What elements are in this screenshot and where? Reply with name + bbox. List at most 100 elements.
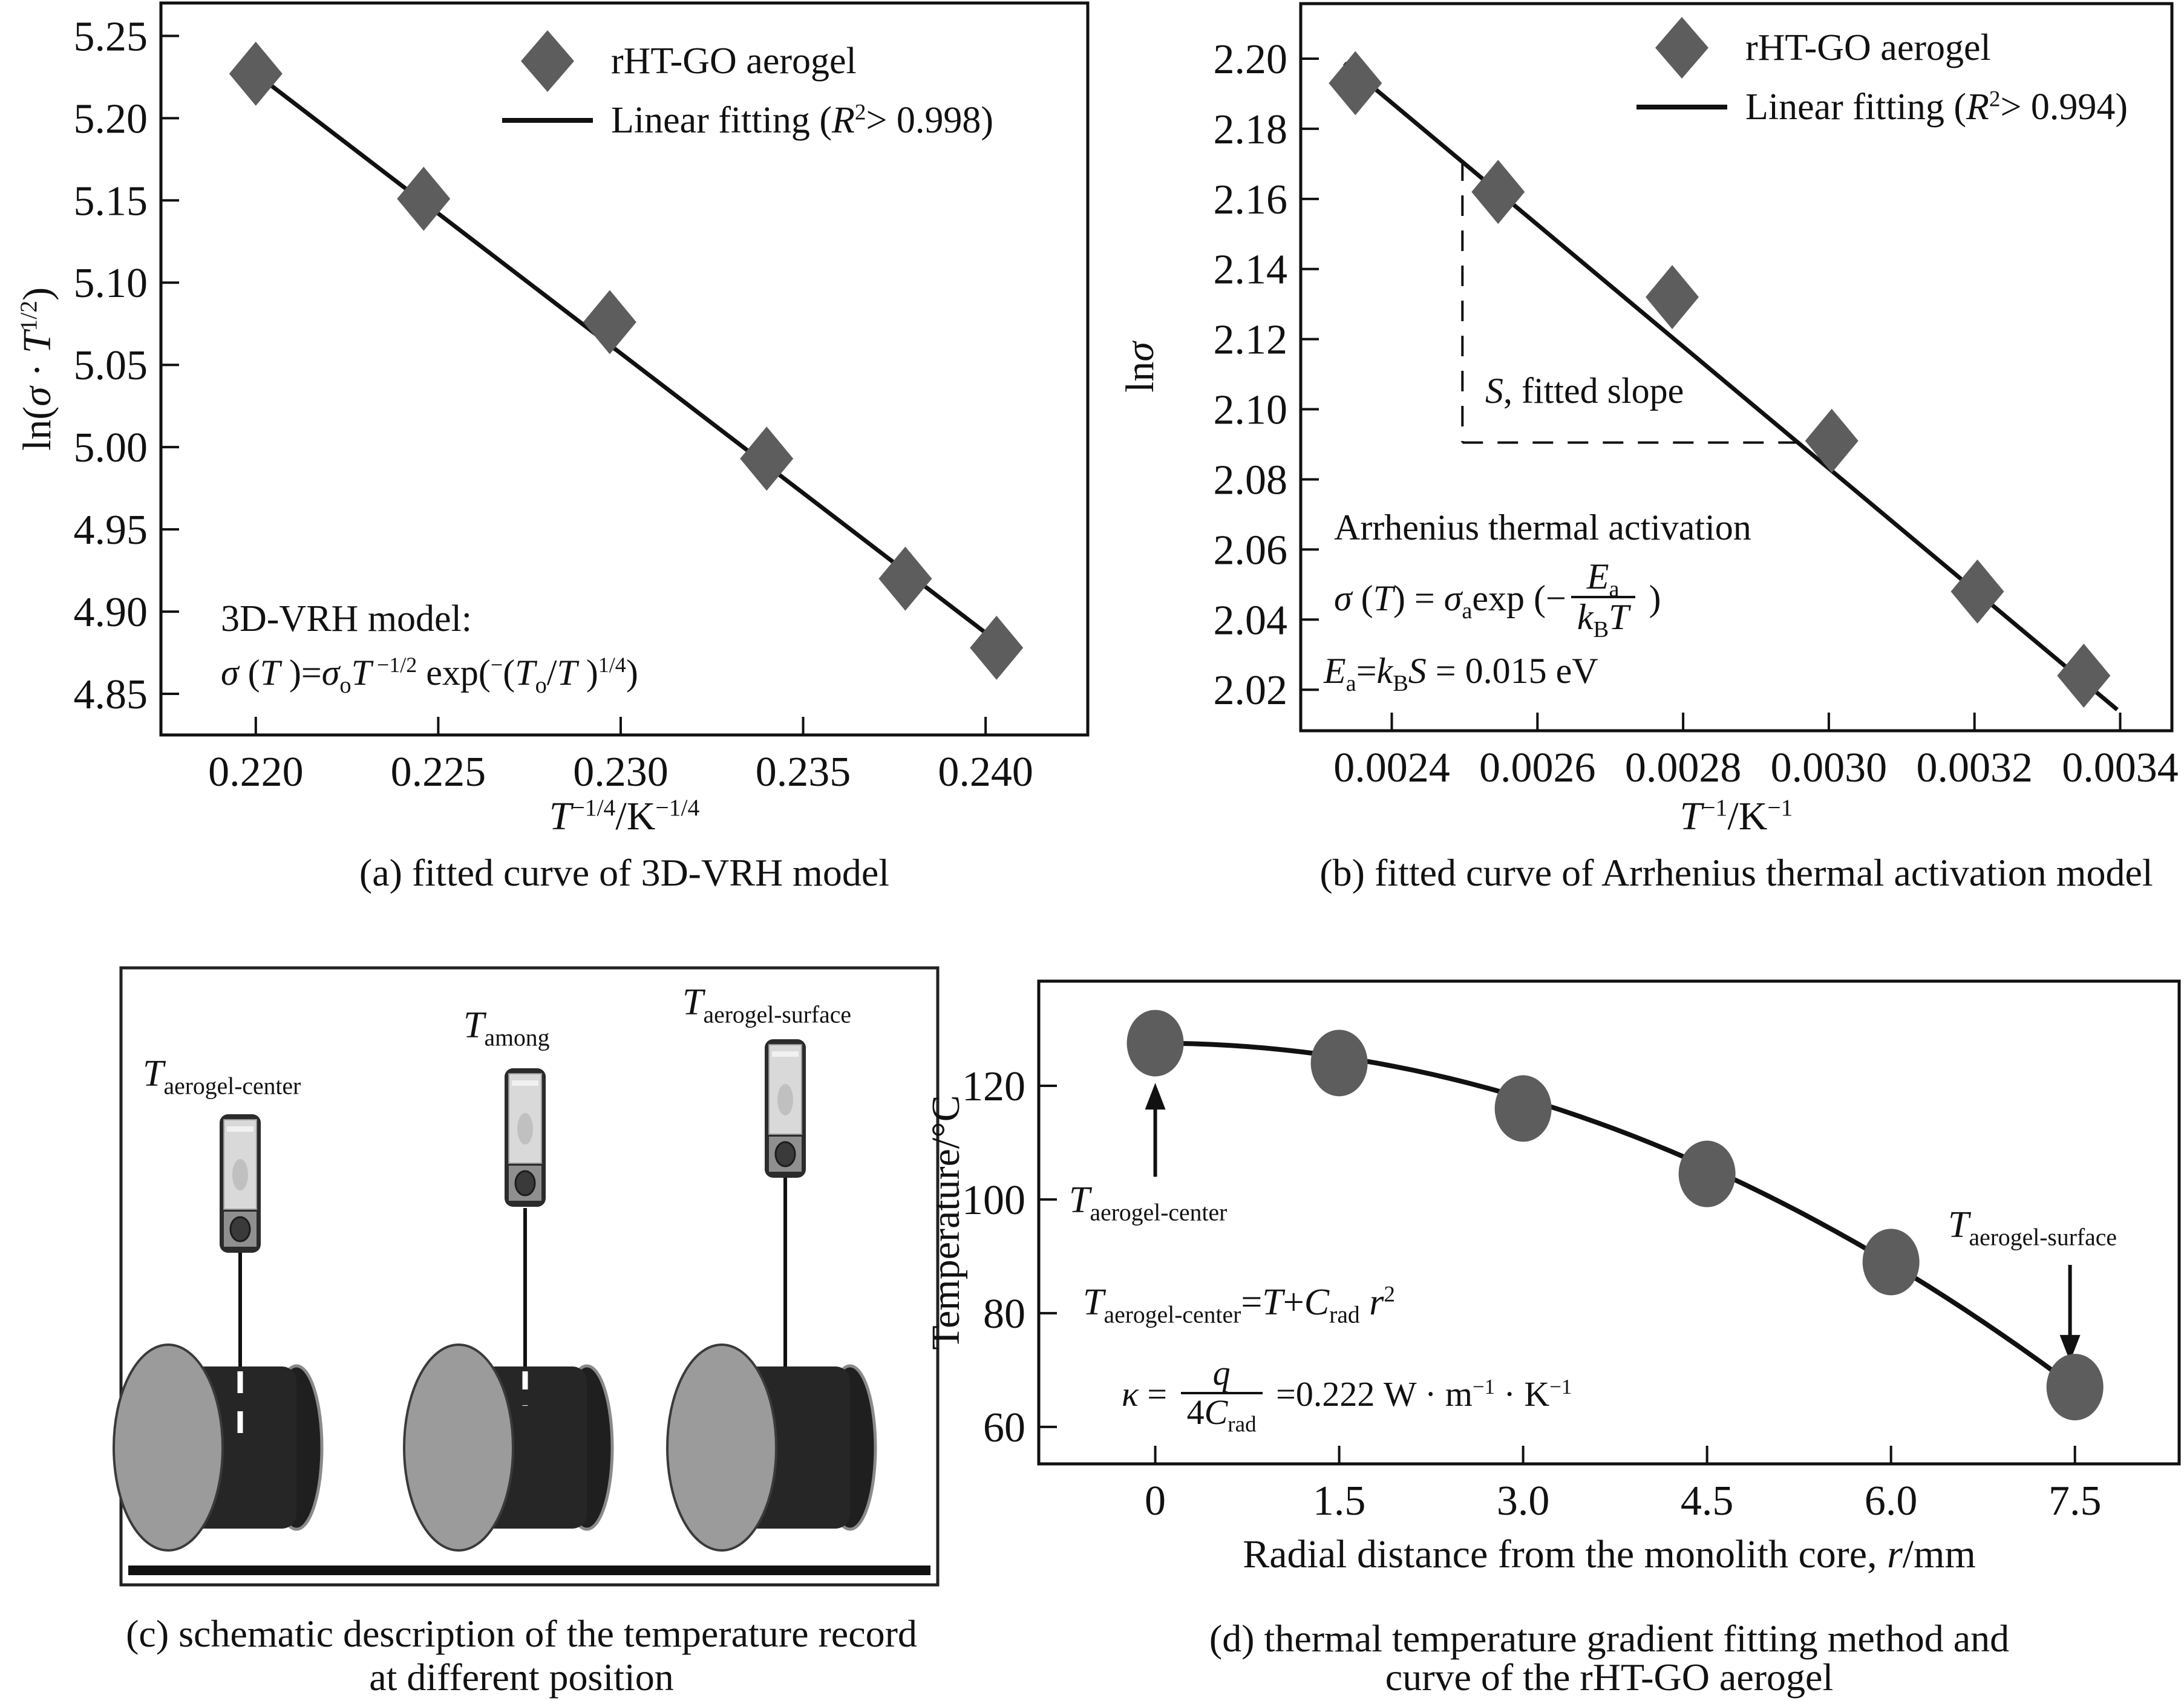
panel-a-ylabel: ln(σ · T1/2) — [15, 287, 59, 451]
y-tick-label: 2.16 — [1214, 177, 1288, 223]
data-point — [1646, 265, 1699, 330]
panel-b-xlabel: T−1/K−1 — [1679, 794, 1793, 838]
label-t-aerogel-center: Taerogel-center — [143, 1053, 301, 1100]
y-tick-label: 4.85 — [74, 671, 148, 718]
panel-b-activation-label: Arrhenius thermal activation — [1334, 508, 1751, 547]
y-tick-label: 5.10 — [74, 260, 148, 307]
panel-b-slope-label: S, fitted slope — [1485, 371, 1684, 411]
data-point — [1471, 160, 1525, 224]
y-tick-label: 2.02 — [1214, 667, 1288, 714]
annotation-arrow-head — [2059, 1334, 2081, 1362]
legend-label-fit: Linear fitting (R2> 0.998) — [611, 99, 994, 141]
panel-d-equation-1: Taerogel-center=T+Crad r2 — [1083, 1282, 1395, 1328]
plot-frame — [159, 1, 1090, 737]
data-point — [1329, 51, 1382, 116]
y-tick-label: 4.95 — [74, 507, 148, 553]
data-point — [1862, 1229, 1920, 1296]
data-point — [970, 615, 1024, 680]
y-tick-label: 5.05 — [74, 342, 148, 389]
data-point — [583, 290, 636, 354]
x-tick-label: 3.0 — [1497, 1478, 1550, 1524]
y-tick-label: 2.08 — [1214, 457, 1288, 503]
data-point — [878, 546, 932, 611]
y-tick-label: 120 — [962, 1063, 1025, 1110]
y-tick-label: 2.18 — [1214, 106, 1288, 153]
panel-b-ylabel: lnσ — [1118, 342, 1162, 393]
x-tick-label: 0 — [1145, 1478, 1166, 1524]
data-point — [1678, 1140, 1736, 1207]
data-point — [1126, 1010, 1184, 1077]
x-tick-label: 0.240 — [938, 749, 1033, 795]
chart-b-plot: 0.0024 0.0026 0.0028 0.0030 0.0032 0.0034 2.20… — [1214, 2, 2179, 791]
panel-d-caption-line2: curve of the rHT-GO aerogel — [1385, 1656, 1834, 1699]
diamond-marker-icon — [1636, 16, 1727, 80]
legend-label-series: rHT-GO aerogel — [611, 40, 857, 82]
thermometer-icon-center — [220, 1114, 261, 1253]
y-tick-label: 4.90 — [74, 589, 148, 636]
x-tick-label: 0.0026 — [1479, 745, 1596, 791]
panel-c: Taerogel-center Tamong Taerogel-surface … — [60, 944, 944, 1701]
x-tick-label: 0.0024 — [1333, 745, 1450, 791]
data-point — [740, 426, 794, 491]
data-point — [2046, 1354, 2104, 1421]
chart-a-plot: 0.220 0.225 0.230 0.235 0.240 5.25 5.20 5.15 5.1… — [74, 1, 1090, 795]
panel-d-caption-line1: (d) thermal temperature gradient fitting… — [1209, 1617, 2010, 1660]
data-point — [1950, 559, 2004, 624]
y-tick-label: 100 — [962, 1177, 1025, 1224]
panel-a-legend: rHT-GO aerogel Linear fitting (R2> 0.998… — [502, 30, 993, 146]
thermometer-icon-surface — [765, 1039, 806, 1178]
legend-row-series: rHT-GO aerogel — [1636, 17, 2128, 79]
data-point — [1805, 408, 1859, 473]
panel-b-legend: rHT-GO aerogel Linear fitting (R2> 0.994… — [1636, 17, 2128, 133]
panel-c-caption-line2: at different position — [369, 1656, 674, 1699]
panel-d-xlabel: Radial distance from the monolith core, … — [1243, 1532, 1976, 1576]
y-tick-label: 60 — [983, 1405, 1025, 1451]
fit-line — [254, 72, 998, 643]
y-tick-label: 2.12 — [1214, 317, 1288, 364]
y-tick-label: 5.00 — [74, 425, 148, 471]
x-tick-label: 0.220 — [208, 749, 304, 795]
panel-a: 0.220 0.225 0.230 0.235 0.240 5.25 5.20 5.15 5.1… — [0, 0, 1095, 907]
y-tick-label: 2.04 — [1214, 597, 1288, 644]
data-point — [229, 41, 283, 106]
aerogel-monolith-2 — [403, 1343, 614, 1552]
data-point — [2057, 644, 2111, 708]
aerogel-monolith-3 — [666, 1343, 877, 1552]
label-t-among: Tamong — [463, 1005, 550, 1051]
x-tick-label: 0.0034 — [2062, 745, 2179, 791]
panel-a-model-title: 3D-VRH model: — [221, 598, 472, 639]
panel-a-model-equation: σ (T )=σoT −1/2 exp(−(To/T )1/4) — [221, 653, 638, 698]
panel-c-caption-line1: (c) schematic description of the tempera… — [126, 1612, 917, 1655]
panel-d: 0 1.5 3.0 4.5 6.0 7.5 120 100 80 60 Temperature/°… — [920, 944, 2184, 1701]
x-tick-label: 0.230 — [573, 749, 669, 795]
aerogel-monolith-1 — [113, 1343, 324, 1552]
thermometer-icon-among — [505, 1068, 546, 1207]
panel-b-equation-1: σ (T) = σaexp (− Ea kBT ) — [1334, 557, 1661, 642]
y-tick-label: 2.06 — [1214, 527, 1288, 573]
label-t-aerogel-surface: Taerogel-surface — [1948, 1204, 2117, 1251]
chart-d-plot: 0 1.5 3.0 4.5 6.0 7.5 120 100 80 60 — [962, 979, 2181, 1524]
legend-row-fit: Linear fitting (R2> 0.994) — [1636, 81, 2128, 133]
y-tick-label: 2.14 — [1214, 247, 1288, 293]
fit-curve — [1155, 1040, 2077, 1389]
diamond-marker-icon — [502, 29, 593, 93]
schematic-frame — [119, 966, 940, 1587]
line-marker-icon — [1636, 101, 1727, 113]
x-tick-label: 4.5 — [1681, 1478, 1734, 1524]
base-line — [128, 1566, 930, 1575]
data-point — [397, 166, 451, 231]
legend-label-series: rHT-GO aerogel — [1745, 27, 1991, 68]
y-tick-label: 5.15 — [74, 178, 148, 224]
x-tick-label: 1.5 — [1313, 1478, 1366, 1524]
y-tick-label: 5.20 — [74, 96, 148, 142]
x-tick-label: 0.0030 — [1771, 745, 1888, 791]
label-t-aerogel-center: Taerogel-center — [1069, 1180, 1228, 1226]
x-tick-label: 0.235 — [756, 749, 851, 795]
legend-row-series: rHT-GO aerogel — [502, 30, 993, 92]
x-tick-label: 0.225 — [391, 749, 486, 795]
x-tick-label: 6.0 — [1865, 1478, 1918, 1524]
legend-row-fit: Linear fitting (R2> 0.998) — [502, 94, 993, 146]
annotation-arrow-head — [1145, 1083, 1166, 1110]
data-point — [1494, 1075, 1552, 1142]
line-marker-icon — [502, 114, 593, 126]
